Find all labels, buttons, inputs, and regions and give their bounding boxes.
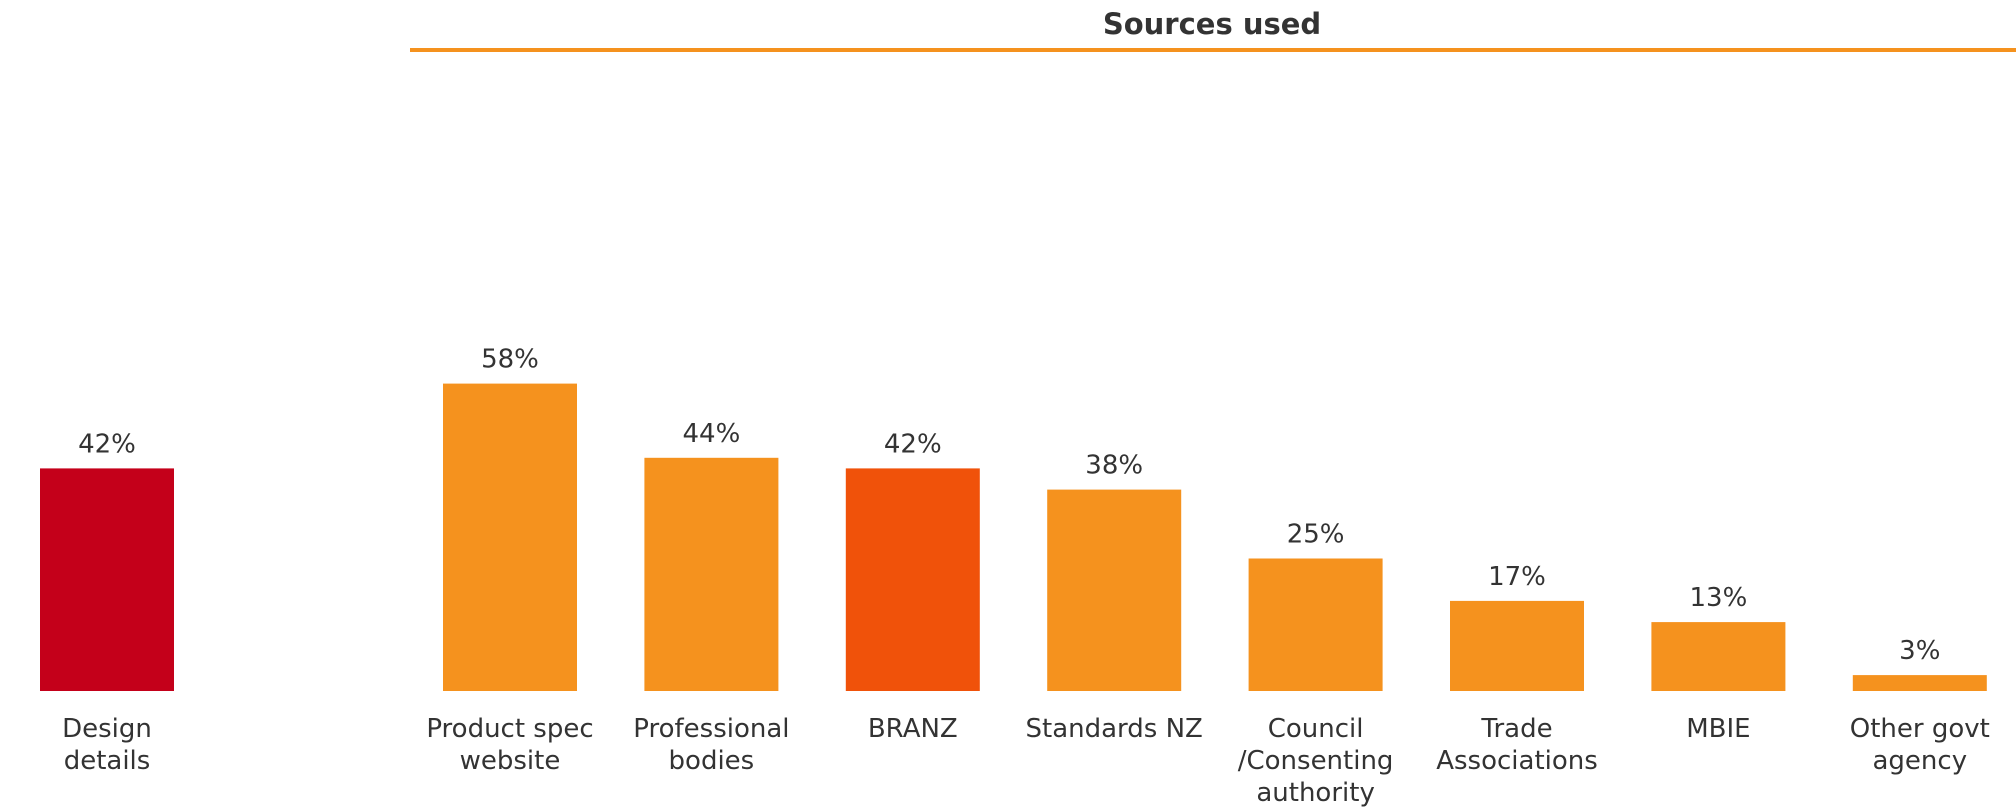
data-label: 58% xyxy=(481,345,539,375)
category-label: Standards NZ xyxy=(1026,714,1203,744)
bar xyxy=(644,457,779,691)
category-label: Professional bodies xyxy=(633,714,789,776)
bars-layer: 42% Design details 58% Product spec website 44… xyxy=(40,345,1990,807)
data-label: 44% xyxy=(683,419,741,449)
bar xyxy=(40,468,174,691)
data-label: 42% xyxy=(884,429,942,459)
data-label: 17% xyxy=(1488,562,1546,592)
data-label: 3% xyxy=(1899,636,1940,666)
bar xyxy=(443,383,577,691)
category-label: MBIE xyxy=(1686,714,1750,744)
data-label: 42% xyxy=(78,429,136,459)
bar xyxy=(1852,675,1987,691)
bar xyxy=(845,468,980,691)
data-label: 38% xyxy=(1085,451,1143,481)
category-label: Council/Consenting authority xyxy=(1238,714,1394,807)
category-label: Design details xyxy=(62,714,152,776)
bar xyxy=(1450,600,1584,691)
bar xyxy=(1651,622,1786,691)
category-label: Product spec website xyxy=(426,714,593,776)
category-label: BRANZ xyxy=(868,714,958,744)
bar xyxy=(1248,558,1383,691)
data-label: 13% xyxy=(1690,583,1748,613)
data-label: 25% xyxy=(1287,520,1345,550)
chart-title: Sources used xyxy=(1103,7,1321,41)
bar xyxy=(1047,489,1182,691)
category-label: Other govt agency xyxy=(1850,714,1990,776)
category-label: Trade Associations xyxy=(1436,714,1598,776)
